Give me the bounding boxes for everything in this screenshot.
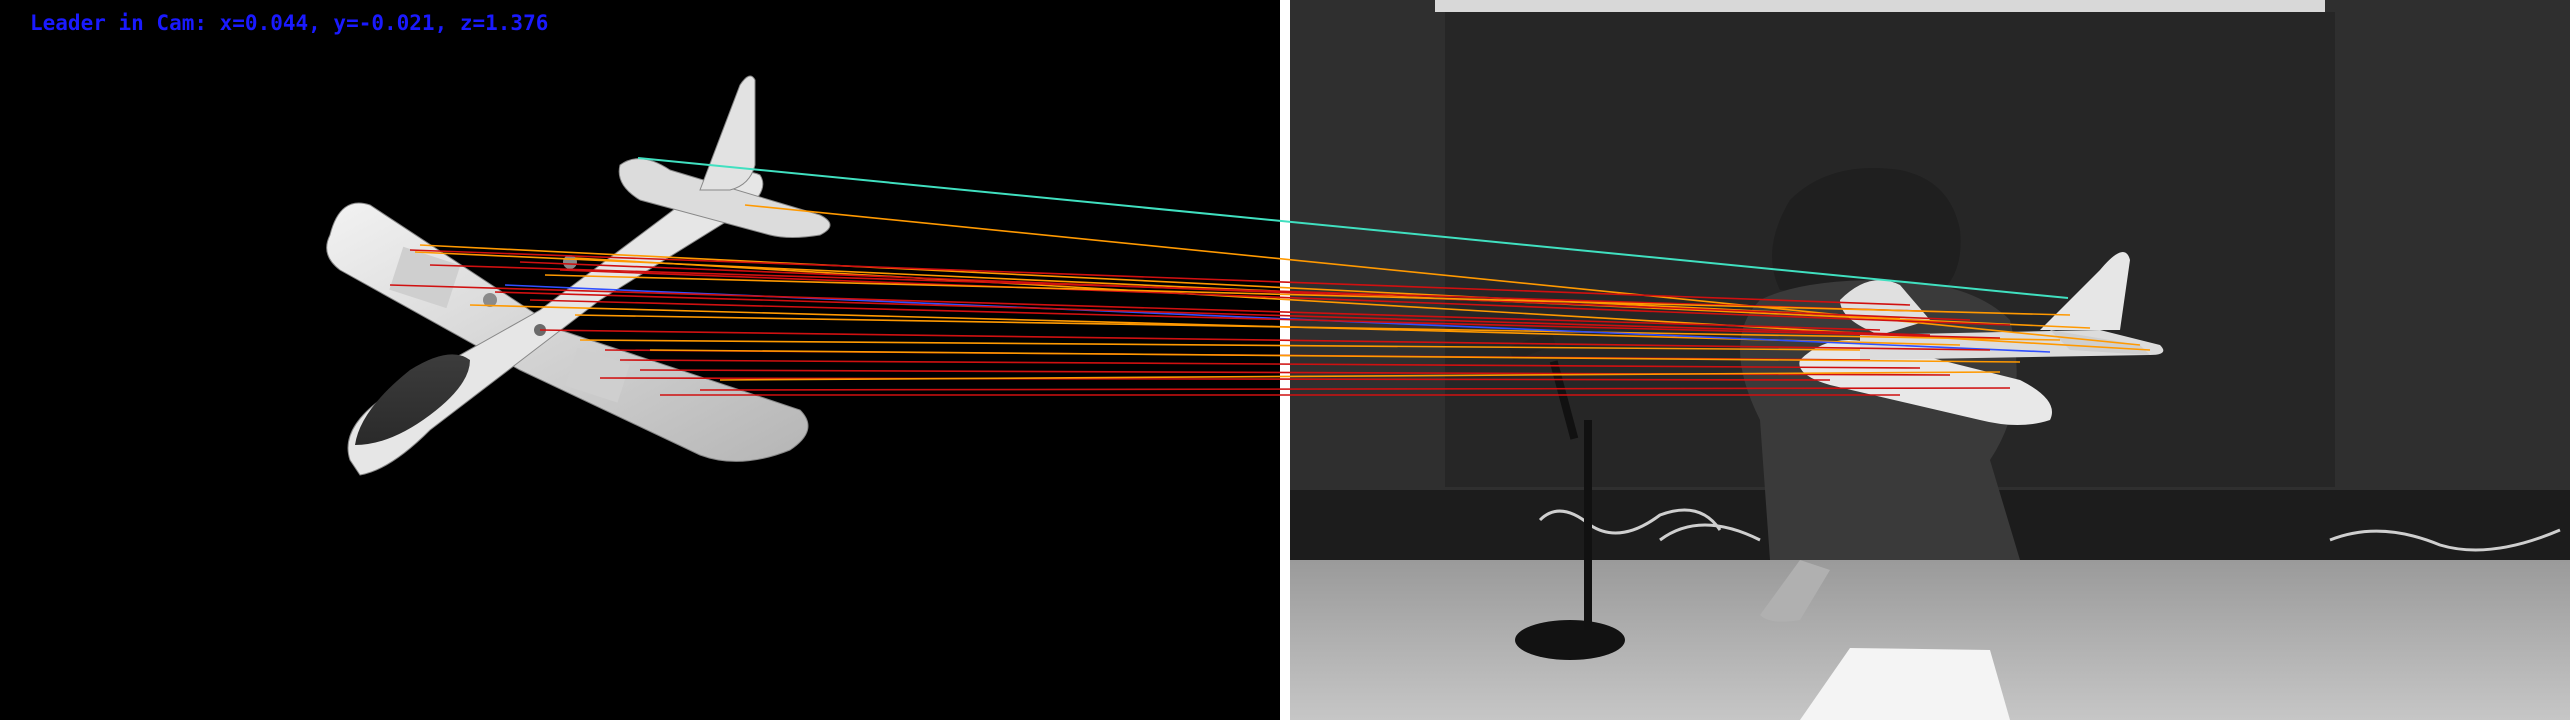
feature-match-lines xyxy=(389,157,2151,396)
left-template-panel xyxy=(0,0,1280,720)
leader-position-label: Leader in Cam: x=0.044, y=-0.021, z=1.37… xyxy=(30,11,548,35)
right-camera-panel xyxy=(1290,0,2570,720)
panel-divider xyxy=(1280,0,1290,720)
template-airplane xyxy=(326,75,831,476)
